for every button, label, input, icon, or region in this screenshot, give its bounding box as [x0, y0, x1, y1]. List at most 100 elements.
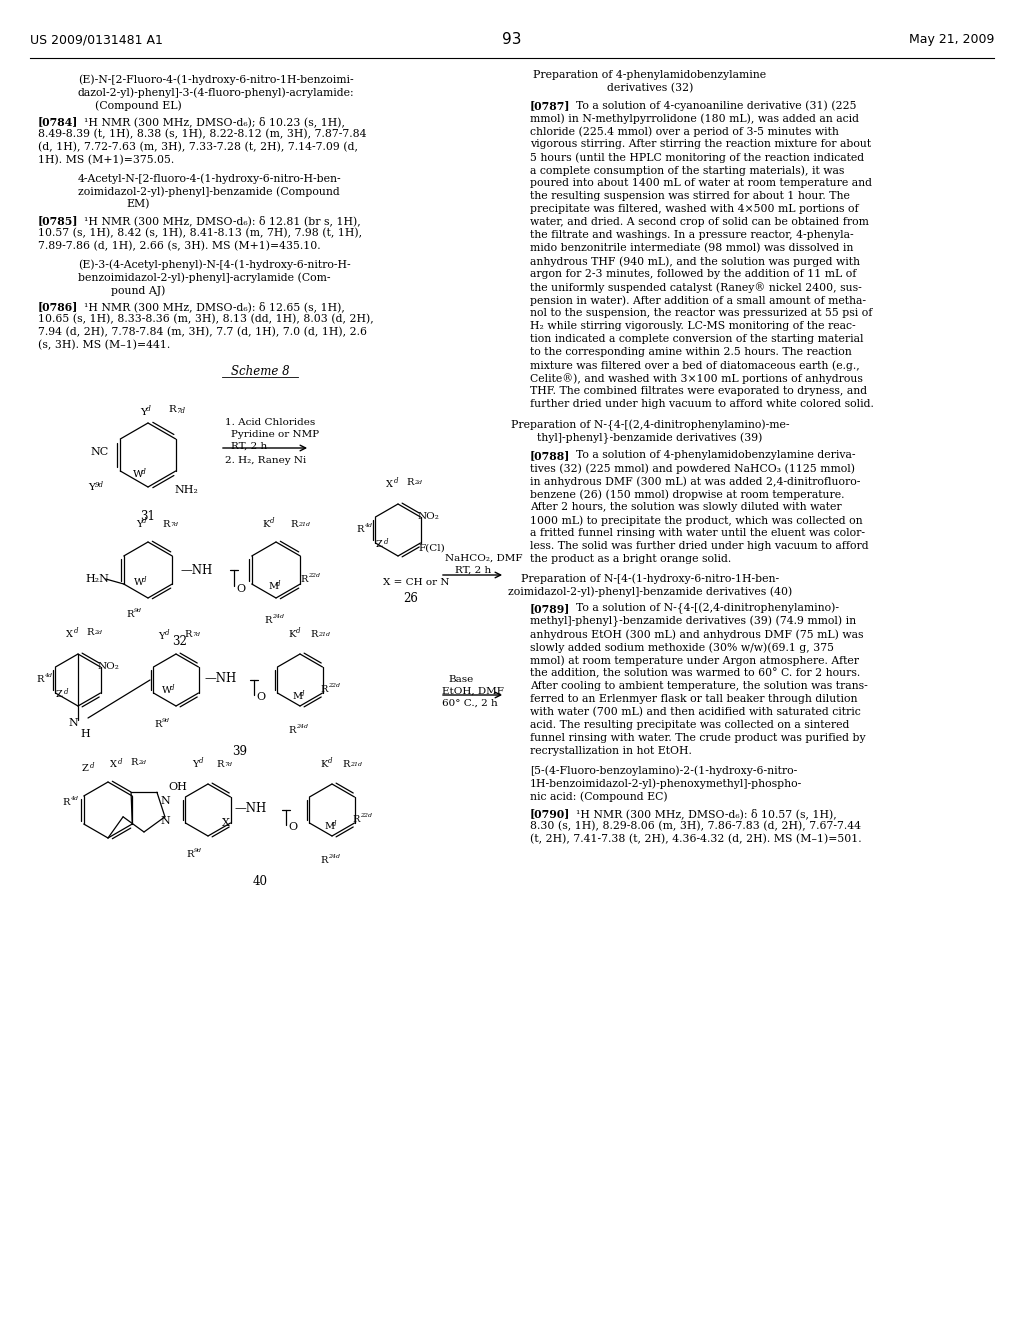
Text: 7d: 7d [176, 407, 185, 414]
Text: Z: Z [376, 540, 383, 549]
Text: 39: 39 [232, 744, 248, 758]
Text: 10.57 (s, 1H), 8.42 (s, 1H), 8.41-8.13 (m, 7H), 7.98 (t, 1H),: 10.57 (s, 1H), 8.42 (s, 1H), 8.41-8.13 (… [38, 228, 362, 239]
Text: Pyridine or NMP: Pyridine or NMP [231, 430, 319, 440]
Text: R: R [130, 758, 137, 767]
Text: 7.89-7.86 (d, 1H), 2.66 (s, 3H). MS (M+1)=435.10.: 7.89-7.86 (d, 1H), 2.66 (s, 3H). MS (M+1… [38, 242, 321, 251]
Text: poured into about 1400 mL of water at room temperature and: poured into about 1400 mL of water at ro… [530, 178, 872, 187]
Text: 7d: 7d [193, 632, 200, 638]
Text: M: M [268, 582, 279, 591]
Text: X = CH or N: X = CH or N [383, 578, 450, 587]
Text: R: R [36, 675, 43, 684]
Text: d: d [63, 688, 69, 696]
Text: RT, 2 h: RT, 2 h [455, 566, 492, 576]
Text: N: N [68, 718, 78, 729]
Text: 24d: 24d [296, 723, 308, 729]
Text: d: d [384, 539, 388, 546]
Text: recrystallization in hot EtOH.: recrystallization in hot EtOH. [530, 746, 692, 756]
Text: X: X [386, 480, 393, 488]
Text: Scheme 8: Scheme 8 [230, 366, 290, 378]
Text: R: R [352, 814, 359, 824]
Text: 7d: 7d [170, 521, 178, 527]
Text: X: X [110, 760, 117, 770]
Text: US 2009/0131481 A1: US 2009/0131481 A1 [30, 33, 163, 46]
Text: R: R [216, 760, 223, 770]
Text: May 21, 2009: May 21, 2009 [908, 33, 994, 46]
Text: NH₂: NH₂ [174, 484, 198, 495]
Text: d: d [170, 684, 174, 692]
Text: After 2 hours, the solution was slowly diluted with water: After 2 hours, the solution was slowly d… [530, 502, 842, 512]
Text: 21d: 21d [350, 762, 362, 767]
Text: ¹H NMR (300 MHz, DMSO-d₆); δ 10.23 (s, 1H),: ¹H NMR (300 MHz, DMSO-d₆); δ 10.23 (s, 1… [84, 116, 345, 127]
Text: a fritted funnel rinsing with water until the eluent was color-: a fritted funnel rinsing with water unti… [530, 528, 865, 539]
Text: pound AJ): pound AJ) [111, 285, 165, 296]
Text: the product as a bright orange solid.: the product as a bright orange solid. [530, 554, 731, 564]
Text: 7.94 (d, 2H), 7.78-7.84 (m, 3H), 7.7 (d, 1H), 7.0 (d, 1H), 2.6: 7.94 (d, 2H), 7.78-7.84 (m, 3H), 7.7 (d,… [38, 327, 367, 338]
Text: EtOH, DMF: EtOH, DMF [442, 686, 504, 696]
Text: 4d: 4d [364, 523, 372, 528]
Text: 2d: 2d [414, 480, 422, 484]
Text: X: X [222, 818, 229, 828]
Text: M: M [292, 692, 302, 701]
Text: 22d: 22d [360, 813, 372, 818]
Text: d: d [118, 758, 123, 766]
Text: THF. The combined filtrates were evaporated to dryness, and: THF. The combined filtrates were evapora… [530, 385, 867, 396]
Text: d: d [141, 469, 145, 477]
Text: 40: 40 [253, 875, 267, 888]
Text: anhydrous EtOH (300 mL) and anhydrous DMF (75 mL) was: anhydrous EtOH (300 mL) and anhydrous DM… [530, 630, 863, 640]
Text: chloride (225.4 mmol) over a period of 3-5 minutes with: chloride (225.4 mmol) over a period of 3… [530, 125, 839, 136]
Text: zoimidazol-2-yl)-phenyl]-benzamide derivatives (40): zoimidazol-2-yl)-phenyl]-benzamide deriv… [508, 586, 793, 597]
Text: to the corresponding amine within 2.5 hours. The reaction: to the corresponding amine within 2.5 ho… [530, 347, 852, 356]
Text: [0788]: [0788] [530, 450, 570, 461]
Text: dazol-2-yl)-phenyl]-3-(4-fluoro-phenyl)-acrylamide:: dazol-2-yl)-phenyl]-3-(4-fluoro-phenyl)-… [78, 87, 354, 98]
Text: W: W [162, 686, 172, 696]
Text: 4d: 4d [44, 673, 52, 678]
Text: R: R [162, 520, 169, 529]
Text: tion indicated a complete conversion of the starting material: tion indicated a complete conversion of … [530, 334, 863, 345]
Text: (E)-3-(4-Acetyl-phenyl)-N-[4-(1-hydroxy-6-nitro-H-: (E)-3-(4-Acetyl-phenyl)-N-[4-(1-hydroxy-… [78, 259, 350, 269]
Text: NO₂: NO₂ [418, 512, 440, 521]
Text: Y: Y [158, 632, 165, 642]
Text: NC: NC [90, 447, 109, 457]
Text: W: W [133, 470, 143, 479]
Text: 22d: 22d [328, 682, 340, 688]
Text: O: O [256, 692, 265, 702]
Text: anhydrous THF (940 mL), and the solution was purged with: anhydrous THF (940 mL), and the solution… [530, 256, 860, 267]
Text: 1H-benzoimidazol-2-yl)-phenoxymethyl]-phospho-: 1H-benzoimidazol-2-yl)-phenoxymethyl]-ph… [530, 777, 802, 788]
Text: mmol) at room temperature under Argon atmosphere. After: mmol) at room temperature under Argon at… [530, 655, 859, 665]
Text: Preparation of N-{4-[(2,4-dinitrophenylamino)-me-: Preparation of N-{4-[(2,4-dinitrophenyla… [511, 420, 790, 432]
Text: K: K [319, 760, 328, 770]
Text: H₂ while stirring vigorously. LC-MS monitoring of the reac-: H₂ while stirring vigorously. LC-MS moni… [530, 321, 856, 331]
Text: Y: Y [136, 520, 142, 529]
Text: [0789]: [0789] [530, 603, 570, 614]
Text: Preparation of 4-phenylamidobenzylamine: Preparation of 4-phenylamidobenzylamine [534, 70, 767, 81]
Text: d: d [146, 405, 151, 413]
Text: K: K [262, 520, 269, 529]
Text: Z: Z [56, 690, 62, 700]
Text: 24d: 24d [272, 614, 284, 619]
Text: 21d: 21d [318, 632, 330, 638]
Text: d: d [270, 517, 274, 525]
Text: Y: Y [88, 483, 95, 492]
Text: To a solution of N-{4-[(2,4-dinitrophenylamino)-: To a solution of N-{4-[(2,4-dinitropheny… [575, 603, 839, 614]
Text: ¹H NMR (300 MHz, DMSO-d₆): δ 10.57 (s, 1H),: ¹H NMR (300 MHz, DMSO-d₆): δ 10.57 (s, 1… [575, 808, 837, 818]
Text: d: d [328, 756, 333, 766]
Text: R: R [310, 630, 317, 639]
Text: 8.30 (s, 1H), 8.29-8.06 (m, 3H), 7.86-7.83 (d, 2H), 7.67-7.44: 8.30 (s, 1H), 8.29-8.06 (m, 3H), 7.86-7.… [530, 821, 861, 832]
Text: Y: Y [140, 408, 146, 417]
Text: 2d: 2d [138, 760, 146, 766]
Text: R: R [264, 616, 271, 624]
Text: R: R [126, 610, 133, 619]
Text: d: d [300, 690, 304, 698]
Text: R: R [168, 405, 176, 414]
Text: derivatives (32): derivatives (32) [607, 83, 693, 94]
Text: d: d [74, 627, 79, 635]
Text: Preparation of N-[4-(1-hydroxy-6-nitro-1H-ben-: Preparation of N-[4-(1-hydroxy-6-nitro-1… [521, 573, 779, 583]
Text: Z: Z [82, 764, 89, 774]
Text: EM): EM) [126, 199, 150, 210]
Text: R: R [319, 855, 328, 865]
Text: W: W [134, 578, 144, 587]
Text: R: R [290, 520, 297, 529]
Text: NO₂: NO₂ [98, 663, 120, 671]
Text: After cooling to ambient temperature, the solution was trans-: After cooling to ambient temperature, th… [530, 681, 867, 690]
Text: R: R [154, 719, 162, 729]
